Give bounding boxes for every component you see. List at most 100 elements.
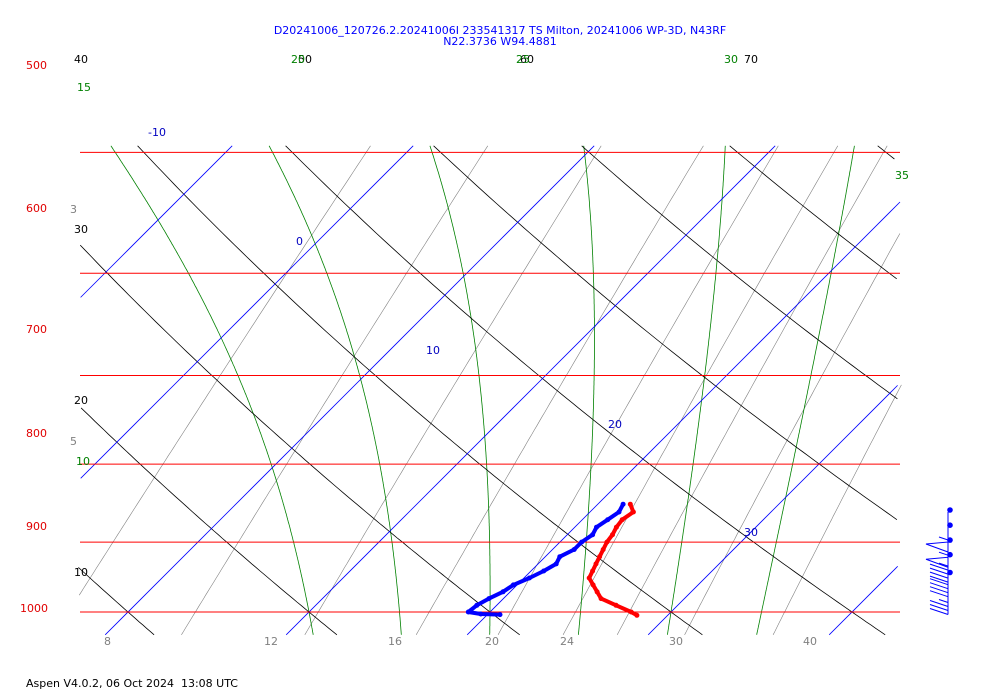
moist-adiabat-line — [578, 145, 595, 635]
isotherms — [80, 145, 901, 636]
temperature-point — [594, 589, 600, 595]
mixing-ratio-label-20: 20 — [485, 635, 499, 648]
isotherm-label-20: 20 — [608, 418, 622, 431]
dry-adiabat-label-70: 70 — [744, 53, 758, 66]
mixing-ratio-line — [78, 145, 371, 596]
temperature-point — [610, 532, 615, 538]
mixing-ratio-label-40: 40 — [803, 635, 817, 648]
mixing-ratio-line — [304, 145, 602, 635]
wind-barb-full — [929, 600, 949, 607]
pressure-label-1000: 1000 — [20, 602, 48, 615]
temperature-point — [619, 517, 625, 523]
dewpoint-point — [605, 517, 611, 523]
dry-adiabat-line — [79, 244, 520, 636]
moist-adiabat-line — [429, 145, 491, 635]
temperature-point — [598, 596, 604, 602]
dry-adiabat-line — [285, 145, 886, 636]
pressure-label-600: 600 — [26, 202, 47, 215]
wind-barb-station — [947, 522, 953, 528]
mixing-ratio-label-3: 3 — [70, 203, 77, 216]
moist-adiabat-line — [110, 145, 314, 635]
wind-barb-full — [929, 575, 949, 583]
dewpoint-point — [616, 509, 622, 515]
mixing-ratio-label-8: 8 — [104, 635, 111, 648]
dry-adiabat-line — [80, 407, 338, 636]
temperature-point — [613, 524, 619, 530]
isotherm-line — [828, 566, 898, 636]
chart-title: D20241006_120726.2.20241006I 233541317 T… — [273, 24, 727, 37]
pressure-label-500: 500 — [26, 59, 47, 72]
dry-adiabat-line — [729, 145, 897, 280]
wind-barb-full — [929, 608, 949, 615]
moist-adiabat-line — [268, 145, 402, 635]
temperature-point — [590, 582, 596, 588]
temperature-point — [600, 547, 606, 552]
wind-barb-pennant — [925, 541, 949, 553]
dewpoint-point — [500, 589, 506, 595]
dry-adiabat-label-20: 20 — [74, 394, 88, 407]
chart-grid — [78, 145, 902, 636]
wind-barb-full — [929, 571, 949, 579]
temperature-point — [627, 501, 633, 507]
pressure-label-700: 700 — [26, 323, 47, 336]
wind-barb-full — [929, 563, 949, 571]
wind-barb-half — [938, 562, 949, 567]
wind-barb-station — [947, 537, 953, 543]
dry-adiabat-line — [78, 567, 155, 636]
dry-adiabat-line — [433, 145, 898, 521]
dry-adiabat-line — [137, 145, 703, 636]
temperature-line — [587, 502, 639, 618]
dewpoint-point — [486, 596, 492, 602]
dewpoint-point — [571, 547, 577, 552]
dry-adiabat-label-30: 30 — [74, 223, 88, 236]
wind-barb-full — [929, 590, 949, 598]
temperature-point — [613, 602, 619, 608]
temperature-trace — [586, 501, 640, 618]
wind-barb-full — [929, 586, 949, 594]
pressure-label-900: 900 — [26, 520, 47, 533]
dewpoint-point — [620, 501, 626, 507]
dry-adiabat-label-50: 50 — [298, 53, 312, 66]
wind-barb-station — [947, 507, 953, 513]
wind-barb-station — [947, 551, 953, 558]
dewpoint-point — [497, 612, 503, 618]
dewpoint-point — [474, 602, 480, 608]
isotherm-line — [80, 145, 233, 298]
dewpoint-trace — [465, 501, 626, 618]
mixing-ratio-label-24: 24 — [560, 635, 574, 648]
mixing-ratio-label-12: 12 — [264, 635, 278, 648]
dry-adiabat-label-10: 10 — [74, 566, 88, 579]
wind-barb-full — [929, 578, 949, 586]
mixing-ratio-label-5: 5 — [70, 435, 77, 448]
temperature-point — [597, 554, 603, 560]
dewpoint-point — [557, 554, 563, 560]
mixing-ratio-line — [684, 233, 901, 635]
isotherm-line — [647, 385, 898, 636]
temperature-point — [630, 509, 636, 515]
dewpoint-point — [526, 575, 532, 581]
mixing-ratio-line — [616, 145, 888, 635]
moist-adiabat-label-20: 20 — [291, 53, 305, 66]
isotherm-label-30: 30 — [744, 526, 758, 539]
mixing-ratio-line — [497, 145, 779, 635]
isotherm-label-0: 0 — [296, 235, 303, 248]
mixing-ratio-line — [562, 145, 839, 635]
wind-barb-full — [929, 567, 949, 575]
dewpoint-point — [553, 561, 559, 567]
dewpoint-point — [465, 609, 471, 615]
moist-adiabat-label-30: 30 — [724, 53, 738, 66]
dry-adiabat-line — [581, 145, 898, 400]
isotherm-line — [466, 201, 901, 636]
footer-version: Aspen V4.0.2, 06 Oct 2024 13:08 UTC — [26, 677, 238, 690]
isotherm-line — [104, 145, 595, 636]
chart-subtitle: N22.3736 W94.4881 — [443, 35, 557, 48]
dry-adiabats — [78, 145, 898, 636]
wind-barb-pennant — [925, 556, 949, 568]
isotherm-label-10: 10 — [426, 344, 440, 357]
moist-adiabats — [110, 145, 855, 635]
mixing-ratio-label-30: 30 — [669, 635, 683, 648]
wind-barb-half — [938, 599, 949, 603]
mixing-ratio-line — [772, 384, 902, 635]
temperature-point — [586, 575, 592, 581]
